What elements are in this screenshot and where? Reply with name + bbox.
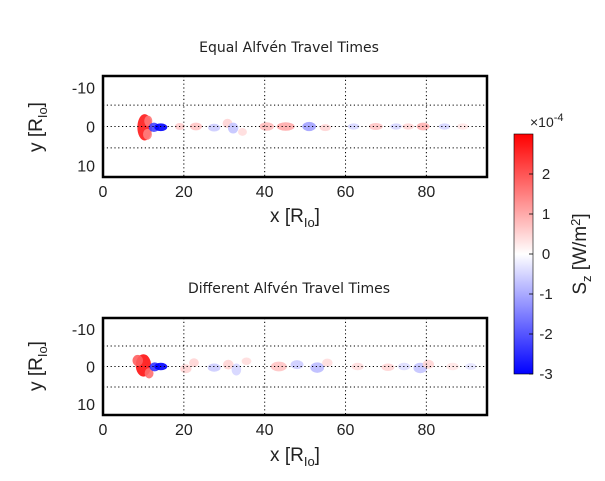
field-blob [465,363,477,370]
x-tick-label: 40 [256,184,274,201]
x-tick-label: 80 [417,422,435,439]
chart-title: Different Alfvén Travel Times [188,281,390,297]
y-axis-label: y [RIo] [26,341,50,391]
colorbar-tick-label: -1 [539,286,552,303]
field-blob [422,359,435,369]
field-blob [189,358,199,368]
y-axis-label: y [RIo] [26,102,50,152]
field-blob [241,357,252,366]
field-blob [368,123,383,130]
colorbar-tick-label: -3 [539,366,552,383]
x-ticks: 0 20 40 60 80 [99,422,436,439]
field-blob [144,367,154,379]
grid-lines [103,76,487,177]
colorbar-multiplier: ×10-4 [530,112,564,130]
colorbar-label: Sz [W/m2] [568,213,594,294]
field-blob [322,358,333,367]
y-tick-label: 0 [86,120,95,137]
field-blob [223,359,234,370]
x-tick-label: 80 [417,184,435,201]
field-blob [347,123,360,130]
x-tick-label: 0 [99,184,108,201]
field-blob [381,363,395,371]
y-tick-label: 10 [77,397,95,414]
chart-title: Equal Alfvén Travel Times [199,40,379,56]
field-blob [438,123,451,130]
field-blob [180,364,192,374]
colorbar-tick-label: 2 [542,166,550,183]
x-tick-label: 0 [99,422,108,439]
colorbar-ticks: 2 1 0 -1 -2 -3 [529,166,553,383]
field-blob [227,122,239,134]
x-tick-label: 40 [256,422,274,439]
x-ticks: 0 20 40 60 80 [99,184,436,201]
y-ticks: -10 0 10 [72,322,95,414]
plot-field [137,114,469,141]
x-axis-label: x [RIo] [270,445,320,469]
y-ticks: -10 0 10 [72,81,95,176]
field-blob [238,128,247,136]
field-blob [310,362,325,373]
field-blob [457,123,469,130]
colorbar-tick-label: 1 [542,206,550,223]
field-blob [132,354,144,367]
field-blob [290,360,304,370]
x-tick-label: 20 [175,422,193,439]
colorbar: ×10-4 2 1 0 -1 -2 -3 Sz [W/m2] [513,112,594,383]
x-tick-label: 60 [337,422,355,439]
field-blob [207,363,221,372]
field-blob [143,128,152,140]
y-tick-label: -10 [72,81,95,98]
panel-equal-travel-times: Equal Alfvén Travel Times 0 20 40 60 80 -10 0… [26,40,489,230]
colorbar-tick-label: -2 [539,326,552,343]
field-blob [154,123,168,132]
field-blob [208,123,221,132]
panel-different-travel-times: Different Alfvén Travel Times 0 20 40 60 80 … [26,281,489,469]
field-blob [319,124,331,132]
x-tick-label: 60 [337,184,355,201]
y-tick-label: 10 [77,158,95,175]
plot-frame [101,74,489,179]
plot-frame [101,316,489,417]
field-blob [189,122,203,131]
y-tick-label: -10 [72,322,95,339]
field-blob [231,363,242,376]
grid-lines [103,318,487,415]
y-tick-label: 0 [86,360,95,377]
x-axis-label: x [RIo] [270,206,320,230]
colorbar-tick-label: 0 [542,246,550,263]
x-tick-label: 20 [175,184,193,201]
field-blob [144,115,153,127]
